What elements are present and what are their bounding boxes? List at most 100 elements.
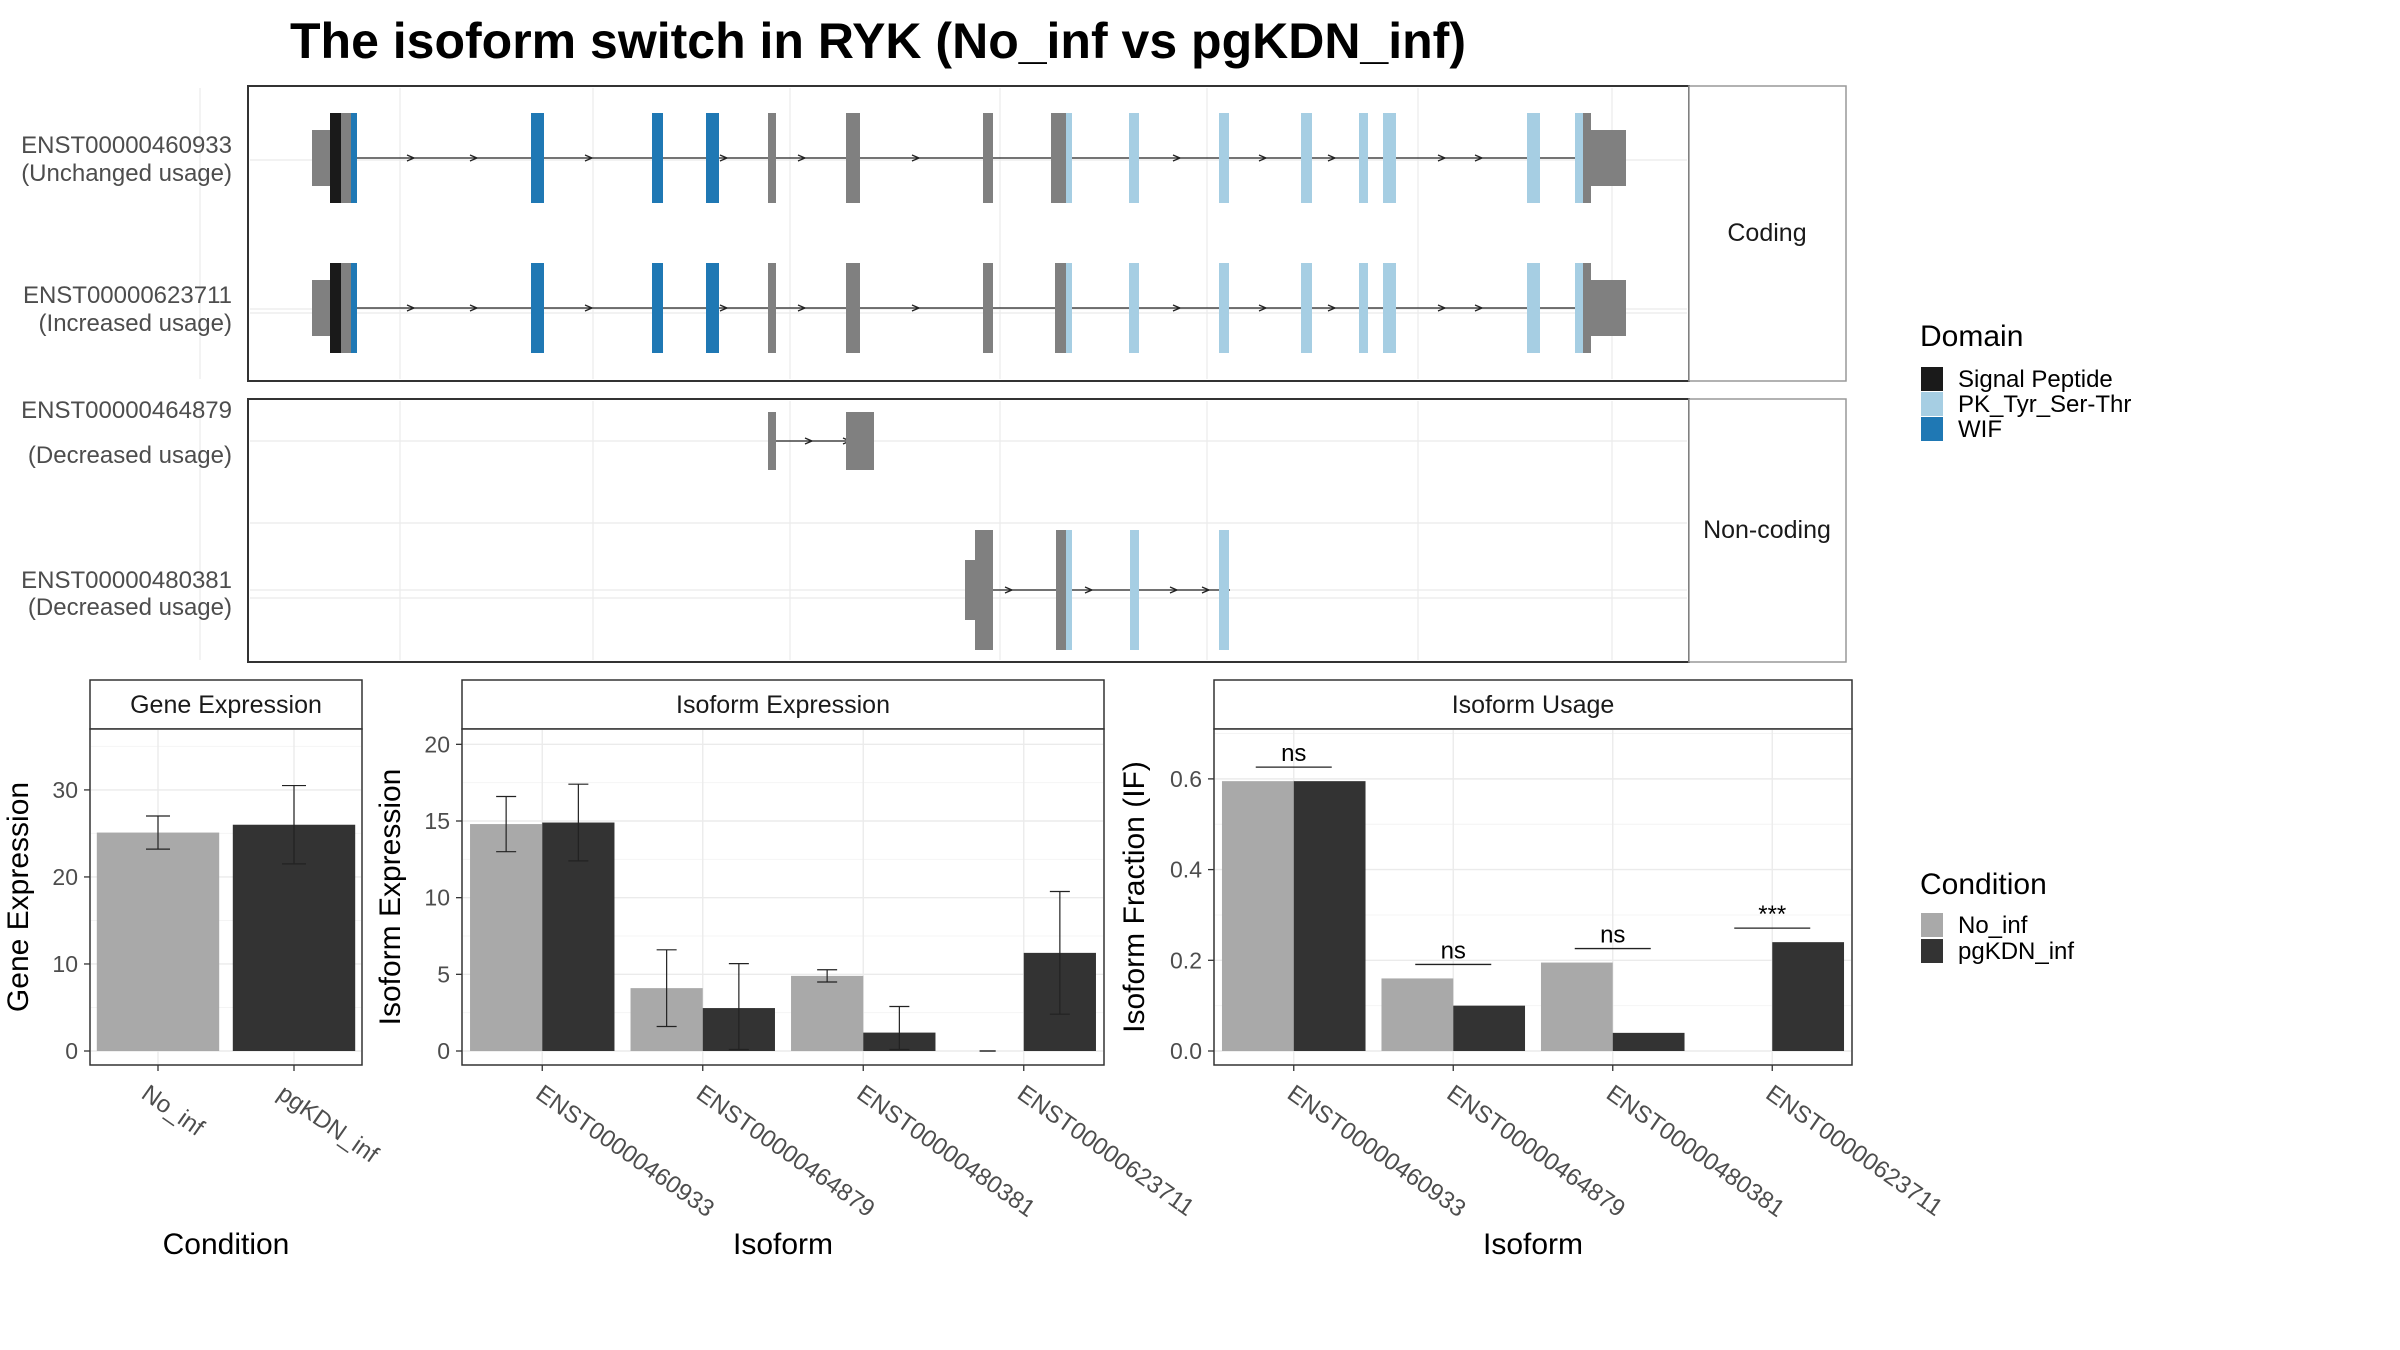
- exon-block: [1219, 113, 1229, 203]
- significance-label: ns: [1441, 937, 1466, 964]
- bar-pgkdn-inf: [1772, 942, 1845, 1051]
- exon-block: [1066, 263, 1072, 353]
- y-tick-label: 0.4: [1170, 857, 1202, 883]
- y-tick-label: 0.6: [1170, 766, 1202, 792]
- facet-strip: [89, 679, 363, 730]
- exon-block: [706, 263, 719, 353]
- exon-block: [768, 263, 776, 353]
- exon-block: [330, 263, 341, 353]
- isoform-label-1-id: ENST00000460933: [21, 132, 232, 159]
- strand-arrow: [1172, 304, 1182, 312]
- y-tick-label: 0.0: [1170, 1038, 1202, 1064]
- strand-arrow: [719, 154, 729, 162]
- exon-block: [1527, 113, 1540, 203]
- strand-arrow: [1084, 586, 1094, 594]
- x-tick-label: pgKDN_inf: [273, 1080, 384, 1169]
- facet-strip: [461, 679, 1105, 730]
- y-tick-label: 0: [437, 1038, 450, 1064]
- coding-panel: Coding: [247, 85, 1847, 382]
- bar-no-inf: [470, 824, 543, 1051]
- exon-block: [1575, 263, 1583, 353]
- exon-block: [1301, 113, 1312, 203]
- exon-block: [1575, 113, 1583, 203]
- exon-block: [983, 263, 993, 353]
- strand-arrow: [804, 437, 814, 445]
- strand-arrow: [797, 154, 807, 162]
- strand-arrow: [1437, 304, 1447, 312]
- facet-strip-label: Isoform Expression: [676, 691, 890, 719]
- exon-block: [1066, 113, 1072, 203]
- exon-block: [706, 113, 719, 203]
- y-tick-label: 0: [65, 1038, 78, 1064]
- condition-legend-title: Condition: [1920, 868, 2047, 901]
- strand-arrow: [584, 154, 594, 162]
- bar-no-inf: [1540, 962, 1613, 1051]
- strand-arrow: [1474, 154, 1484, 162]
- bar-no-inf: [791, 975, 864, 1051]
- exon-block: [652, 113, 663, 203]
- exon-block: [846, 113, 860, 203]
- exon-block: [1219, 263, 1229, 353]
- significance-label: ***: [1758, 901, 1786, 928]
- strand-arrow: [1169, 586, 1179, 594]
- utr-block: [312, 280, 330, 336]
- utr-block: [965, 560, 975, 620]
- x-axis-title: Isoform: [733, 1228, 833, 1261]
- facet-strip-label: Gene Expression: [130, 691, 322, 719]
- y-tick-label: 20: [52, 864, 78, 890]
- gene-expression-chart: Gene Expression 0 10 20 30 No_inf pgKDN_inf Con…: [2, 679, 384, 1261]
- exon-block: [1359, 263, 1368, 353]
- figure-title: The isoform switch in RYK (No_inf vs pgK…: [290, 13, 1466, 69]
- exon-block: [531, 263, 544, 353]
- y-tick-label: 10: [424, 885, 450, 911]
- utr-block: [1591, 130, 1626, 186]
- isoform-label-1-usage: (Unchanged usage): [21, 160, 232, 187]
- exon-block: [846, 263, 860, 353]
- y-axis-title: Gene Expression: [2, 782, 35, 1012]
- bar-no-inf: [96, 832, 220, 1051]
- bar-no-inf: [1221, 781, 1294, 1051]
- legend-label-wif: WIF: [1958, 416, 2002, 443]
- legend-swatch-no-inf: [1921, 913, 1943, 937]
- condition-legend: Condition No_inf pgKDN_inf: [1920, 868, 2074, 965]
- exon-block: [351, 113, 357, 203]
- exon-block: [846, 412, 874, 470]
- utr-block: [312, 130, 330, 186]
- y-axis-title: Isoform Fraction (IF): [1118, 761, 1151, 1033]
- legend-swatch-wif: [1921, 417, 1943, 441]
- strand-arrow: [719, 304, 729, 312]
- exon-block: [341, 263, 351, 353]
- y-tick-label: 10: [52, 951, 78, 977]
- facet-strip-label: Isoform Usage: [1452, 691, 1615, 719]
- exon-block: [1055, 263, 1066, 353]
- bar-no-inf: [1381, 978, 1454, 1051]
- strand-arrow: [1327, 154, 1337, 162]
- isoform-expression-chart: Isoform Expression05101520ENST0000046093…: [374, 679, 1199, 1261]
- y-axis-title: Isoform Expression: [374, 769, 407, 1026]
- strand-arrow: [584, 304, 594, 312]
- y-tick-label: 20: [424, 731, 450, 757]
- strand-arrow: [469, 154, 479, 162]
- strand-arrow: [1437, 154, 1447, 162]
- exon-block: [1583, 113, 1591, 203]
- bar-pgkdn-inf: [1612, 1032, 1685, 1051]
- exon-block: [1583, 263, 1591, 353]
- exon-block: [1129, 113, 1139, 203]
- strand-arrow: [1004, 586, 1014, 594]
- exon-block: [1359, 113, 1368, 203]
- noncoding-strip-label: Non-coding: [1703, 516, 1831, 544]
- coding-panel-frame: [247, 85, 1690, 382]
- strand-arrow: [406, 154, 416, 162]
- bar-pgkdn-inf: [1453, 1005, 1526, 1051]
- legend-swatch-signal-peptide: [1921, 367, 1943, 391]
- y-tick-label: 15: [424, 808, 450, 834]
- exon-block: [983, 113, 993, 203]
- isoform-usage-chart: Isoform Usage0.00.20.40.6ENST00000460933…: [1118, 679, 1948, 1261]
- isoform-label-4-id: ENST00000480381: [21, 567, 232, 594]
- x-axis-title: Isoform: [1483, 1228, 1583, 1261]
- exon-block: [1130, 530, 1139, 650]
- domain-legend-title: Domain: [1920, 320, 2023, 353]
- domain-legend: Domain Signal Peptide PK_Tyr_Ser-Thr WIF: [1920, 320, 2131, 443]
- significance-label: ns: [1281, 740, 1306, 767]
